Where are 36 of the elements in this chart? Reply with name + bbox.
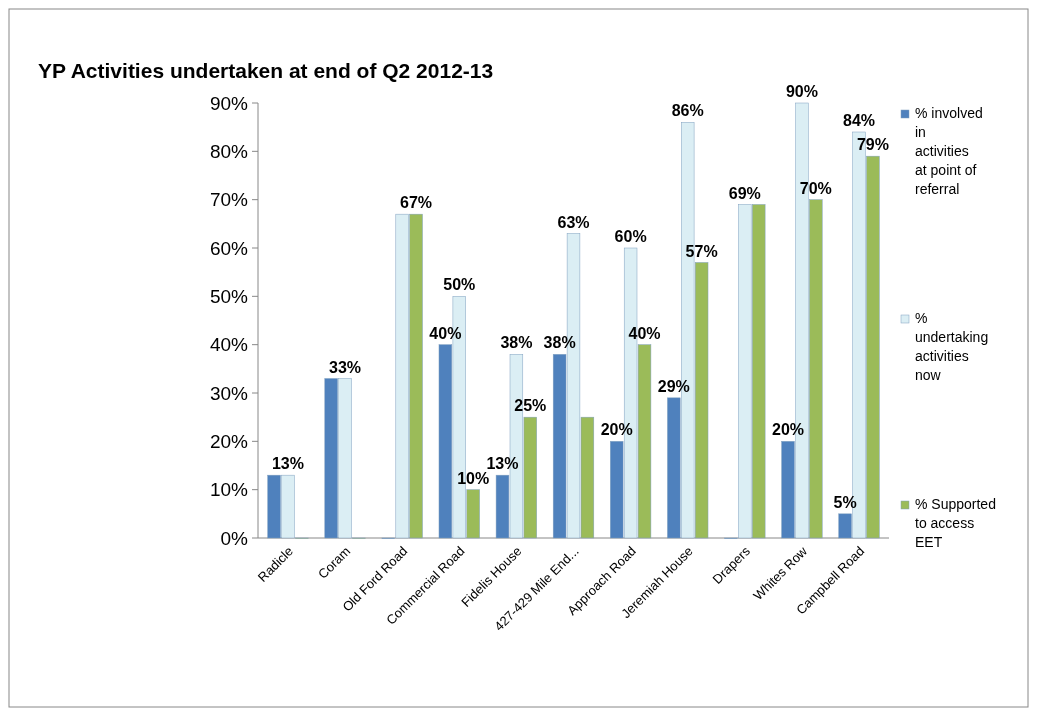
data-label: 20% [772, 421, 805, 439]
y-tick-label: 50% [209, 285, 249, 307]
data-label: 40% [628, 324, 661, 342]
data-label: 25% [514, 397, 547, 415]
legend-label: % involved in activities at point of referral [915, 105, 983, 197]
data-label: 90% [785, 83, 818, 100]
data-label: 29% [657, 377, 690, 395]
y-tick-label: 80% [209, 140, 249, 162]
data-label: 67% [400, 194, 433, 212]
data-label: 60% [614, 228, 647, 245]
y-tick-label: 60% [209, 237, 249, 259]
data-label: 63% [557, 213, 590, 231]
data-label: 86% [671, 102, 704, 120]
data-label: 13% [271, 455, 304, 473]
data-label: 5% [833, 493, 857, 511]
chart-title: YP Activities undertaken at end of Q2 2012-13 [38, 59, 494, 82]
data-label: 69% [728, 184, 761, 202]
y-tick-label: 10% [209, 479, 249, 501]
data-label: 70% [799, 179, 832, 197]
data-label: 50% [443, 276, 476, 294]
y-tick-label: 0% [220, 527, 249, 549]
data-label: 57% [685, 242, 718, 260]
data-label: 33% [329, 358, 362, 376]
data-label: 38% [500, 334, 533, 352]
legend-label: % Supported to access EET [915, 496, 996, 550]
data-label: 79% [856, 136, 889, 154]
y-tick-label: 30% [209, 382, 249, 404]
y-tick-label: 90% [209, 92, 249, 114]
data-label: 38% [543, 334, 576, 352]
y-tick-label: 20% [209, 430, 249, 452]
y-tick-label: 70% [209, 189, 249, 211]
y-tick-label: 40% [209, 334, 249, 356]
legend-label: % undertaking activities now [915, 310, 989, 383]
data-label: 84% [843, 112, 876, 129]
data-label: 20% [600, 421, 633, 439]
data-label: 40% [429, 324, 462, 342]
